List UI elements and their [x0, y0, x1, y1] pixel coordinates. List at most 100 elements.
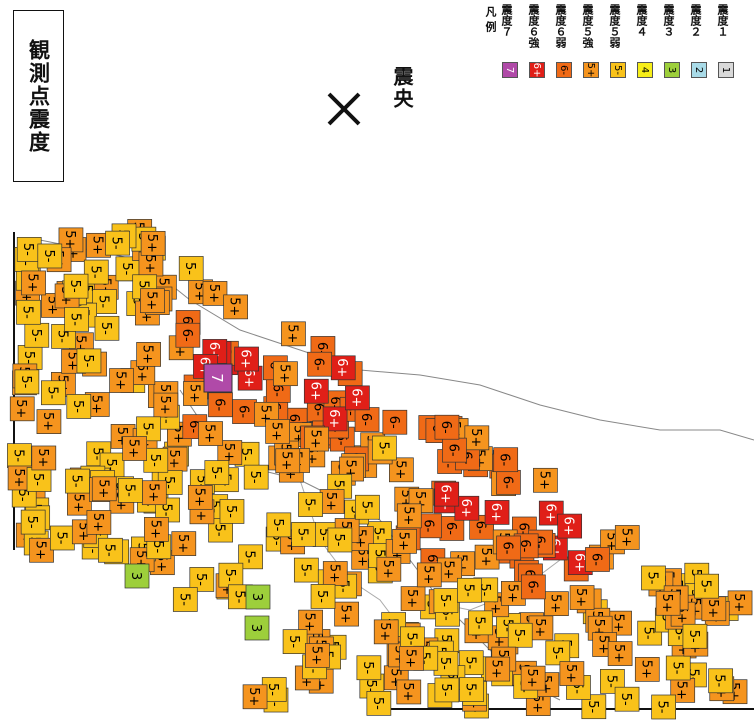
epicenter-marker-icon: [327, 92, 361, 126]
station-marker: 5-: [545, 640, 571, 666]
station-intensity-label: 5-: [370, 527, 385, 540]
station-marker: 5+: [485, 656, 511, 682]
station-marker: 5+: [140, 230, 166, 256]
station-intensity-label: 5-: [463, 683, 478, 696]
station-intensity-label: 5-: [585, 700, 600, 713]
station-intensity-label: 5+: [142, 254, 157, 273]
station-marker: 5+: [464, 425, 490, 451]
station-marker: 5+: [607, 641, 633, 666]
station-marker: 5+: [544, 591, 569, 617]
station-marker: 5-: [372, 435, 397, 461]
station-intensity-label: 5+: [489, 660, 504, 679]
station-intensity-label: 5+: [134, 363, 149, 382]
station-intensity-label: 5+: [611, 614, 626, 633]
station-intensity-label: 5+: [221, 443, 236, 462]
station-intensity-label: 6-: [186, 420, 201, 433]
station-marker: 5-: [94, 315, 120, 341]
station-intensity-label: 5-: [437, 657, 452, 670]
station-marker: 5-: [682, 623, 708, 649]
station-intensity-label: 6-: [358, 413, 373, 426]
station-marker: 5-: [218, 562, 244, 588]
station-marker: 5+: [29, 537, 54, 563]
station-intensity-label: 6-: [179, 329, 194, 342]
station-intensity-label: 5-: [44, 386, 59, 399]
station-marker: 5+: [187, 484, 213, 510]
station-intensity-label: 5+: [659, 594, 674, 613]
station-marker: 5-: [98, 537, 123, 563]
station-intensity-label: 5+: [638, 660, 653, 679]
station-marker: 5-: [63, 273, 89, 299]
station-intensity-label: 5-: [712, 674, 727, 687]
station-marker-intensity-7: 7: [203, 363, 233, 393]
station-marker: 5-: [298, 492, 323, 517]
station-marker: 5-: [327, 527, 353, 553]
station-intensity-label: 5+: [40, 412, 55, 431]
station-marker: 5+: [67, 490, 92, 516]
station-intensity-label: 5+: [400, 506, 415, 525]
legend-item-label: 震度２: [689, 4, 702, 37]
station-intensity-label: 5+: [404, 589, 419, 608]
station-marker: 6-: [232, 399, 257, 424]
legend-item-label: 震度５弱: [608, 4, 621, 48]
station-intensity-label: 5-: [41, 249, 56, 262]
station-marker: 3: [124, 563, 150, 589]
station-intensity-label: 6-: [588, 553, 603, 566]
station-marker: 5-: [204, 460, 230, 485]
station-intensity-label: 5-: [302, 498, 317, 511]
station-marker: 5-: [641, 565, 666, 591]
map-frame-bottom: [372, 708, 754, 710]
station-marker: 5-: [694, 573, 719, 599]
station-marker: 5+: [727, 590, 753, 616]
station-intensity-label: 5+: [392, 460, 407, 479]
station-intensity-label: 6-: [499, 476, 514, 489]
station-marker: 5+: [136, 342, 161, 367]
station-intensity-label: 5-: [67, 280, 82, 293]
station-intensity-label: 5-: [159, 503, 174, 516]
station-marker: 5-: [49, 525, 75, 551]
station-marker: 5+: [265, 419, 290, 444]
station-marker: 5-: [433, 650, 459, 676]
station-intensity-label: 5-: [222, 569, 237, 582]
station-marker: 5+: [202, 281, 228, 306]
station-marker: 5-: [26, 467, 52, 492]
station-intensity-label: 6+: [488, 503, 503, 522]
station-intensity-label: 5+: [206, 284, 221, 303]
station-intensity-label: 5-: [119, 262, 134, 275]
legend-item: 震度６弱 6-: [554, 0, 576, 100]
station-intensity-label: 5+: [532, 618, 547, 637]
station-marker: 6+: [303, 378, 329, 404]
station-marker: 5+: [520, 665, 546, 691]
station-marker: 6+: [538, 500, 564, 526]
station-marker: 6-: [520, 574, 546, 600]
station-intensity-label: 5+: [13, 399, 28, 418]
station-intensity-label: 6+: [334, 358, 349, 377]
station-marker: 6-: [434, 414, 460, 440]
station-intensity-label: 3: [249, 593, 264, 601]
station-marker: 5-: [282, 629, 308, 655]
station-intensity-label: 5-: [87, 266, 102, 279]
station-marker: 5-: [14, 369, 40, 395]
station-intensity-label: 5-: [511, 629, 526, 642]
station-marker: 5+: [242, 684, 268, 710]
station-intensity-label: 5-: [109, 237, 124, 250]
station-intensity-label: 5+: [145, 483, 160, 502]
station-marker: 5+: [559, 661, 585, 686]
station-marker: 5+: [31, 445, 57, 471]
station-intensity-label: 5+: [596, 635, 611, 654]
station-intensity-label: 5-: [147, 454, 162, 467]
legend-item-label: 震度６弱: [554, 4, 567, 48]
station-intensity-label: 6-: [236, 405, 251, 418]
station-marker: 5+: [36, 409, 62, 434]
station-intensity-label: 5+: [175, 534, 190, 553]
station-marker: 5+: [373, 619, 399, 645]
station-intensity-label: 6-: [515, 523, 530, 536]
station-marker: 5-: [310, 584, 336, 609]
station-intensity-label: 6-: [269, 384, 284, 397]
map-title: 観測点震度: [26, 38, 51, 154]
station-intensity-label: 5-: [101, 544, 116, 557]
station-intensity-label: 5+: [144, 234, 159, 253]
station-intensity-label: 5-: [603, 675, 618, 688]
station-marker: 6-: [493, 447, 519, 473]
station-intensity-label: 5-: [20, 306, 35, 319]
station-intensity-label: 5-: [358, 501, 373, 514]
